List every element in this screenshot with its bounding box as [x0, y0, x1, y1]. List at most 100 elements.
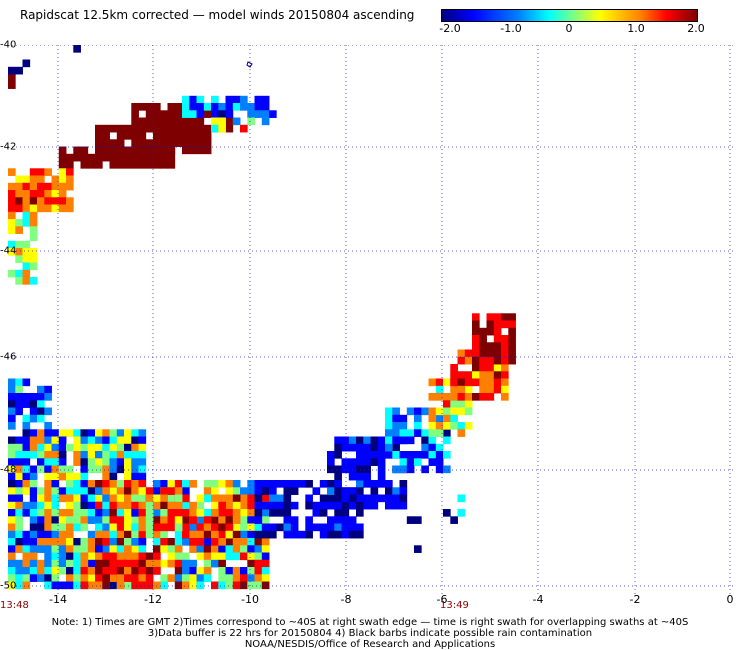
wind-cell — [428, 429, 437, 437]
wind-cell — [254, 110, 263, 118]
wind-cell — [167, 487, 176, 495]
wind-cell — [87, 545, 96, 553]
wind-cell — [8, 211, 16, 220]
wind-cell — [8, 219, 16, 227]
wind-cell — [247, 530, 255, 539]
wind-cell — [254, 103, 263, 111]
wind-cell — [80, 436, 89, 445]
wind-cell — [124, 516, 132, 524]
wind-cell — [138, 523, 147, 532]
wind-cell — [203, 545, 212, 553]
wind-cell — [15, 509, 23, 517]
wind-cell — [203, 523, 212, 532]
wind-cell — [145, 501, 154, 510]
wind-cell — [145, 494, 154, 503]
wind-cell — [399, 480, 408, 488]
wind-cell — [131, 501, 139, 510]
wind-cell — [269, 530, 277, 539]
wind-cell — [8, 487, 16, 495]
wind-cell — [102, 124, 110, 133]
wind-cell — [276, 480, 284, 488]
wind-cell — [153, 139, 161, 147]
wind-cell — [443, 407, 451, 416]
wind-cell — [109, 480, 118, 488]
wind-cell — [240, 581, 248, 590]
wind-cell — [225, 574, 234, 582]
wind-cell — [8, 66, 16, 75]
wind-cell — [450, 400, 458, 408]
wind-cell — [138, 451, 147, 459]
wind-cell — [22, 436, 31, 445]
wind-cell — [109, 501, 118, 510]
wind-cell — [80, 443, 89, 452]
wind-cell — [457, 385, 466, 394]
wind-cell — [167, 501, 176, 510]
wind-cell — [131, 494, 139, 503]
wind-cell — [22, 480, 31, 488]
wind-cell — [87, 480, 96, 488]
wind-cell — [363, 501, 371, 510]
wind-cell — [29, 429, 38, 437]
wind-cell — [116, 509, 125, 517]
wind-cell — [51, 458, 60, 466]
wind-cell — [189, 103, 197, 111]
wind-cell — [109, 530, 118, 539]
wind-cell — [167, 110, 176, 118]
wind-cell — [464, 378, 473, 387]
wind-cell — [261, 509, 270, 517]
wind-cell — [167, 139, 176, 147]
wind-cell — [138, 146, 147, 155]
wind-cell — [124, 574, 132, 582]
wind-cell — [95, 146, 103, 155]
graticule — [8, 45, 736, 595]
wind-cell — [501, 385, 509, 394]
wind-cell — [58, 204, 67, 213]
wind-cell — [131, 487, 139, 495]
wind-cell — [370, 458, 379, 466]
wind-cell — [80, 472, 89, 481]
wind-cell — [182, 132, 190, 140]
wind-cell — [457, 393, 466, 401]
wind-cell — [131, 110, 139, 118]
wind-cell — [22, 182, 31, 191]
wind-cell — [95, 516, 103, 524]
wind-cell — [124, 465, 132, 474]
wind-cell — [392, 429, 400, 437]
wind-cell — [58, 182, 67, 191]
wind-cell — [247, 545, 255, 553]
wind-cell — [8, 523, 16, 532]
wind-cell — [131, 530, 139, 539]
wind-cell — [29, 545, 38, 553]
wind-cell — [261, 574, 270, 582]
wind-cell — [109, 451, 118, 459]
wind-cell — [37, 393, 45, 401]
wind-cell — [341, 530, 350, 539]
wind-cell — [87, 458, 96, 466]
wind-cell — [131, 574, 139, 582]
wind-cell — [66, 494, 74, 503]
wind-cell — [58, 161, 67, 169]
wind-cell — [261, 95, 270, 104]
wind-cell — [479, 393, 487, 401]
wind-cell — [508, 342, 516, 350]
wind-cell — [377, 480, 386, 488]
wind-cell — [472, 364, 480, 372]
wind-cell — [479, 335, 487, 343]
wind-cell — [261, 545, 270, 553]
wind-cell — [261, 538, 270, 546]
wind-cell — [131, 124, 139, 133]
wind-cell — [493, 327, 502, 336]
wind-cell — [196, 523, 205, 532]
wind-cell — [457, 400, 466, 408]
wind-cell — [58, 530, 67, 539]
wind-cell — [203, 509, 212, 517]
wind-cell — [8, 574, 16, 582]
wind-cell — [37, 204, 45, 213]
wind-cell — [80, 574, 89, 582]
wind-cell — [131, 429, 139, 437]
wind-cell — [174, 103, 183, 111]
wind-cell — [211, 494, 219, 503]
wind-cell — [80, 581, 89, 590]
wind-cell — [131, 153, 139, 162]
wind-cell — [211, 538, 219, 546]
